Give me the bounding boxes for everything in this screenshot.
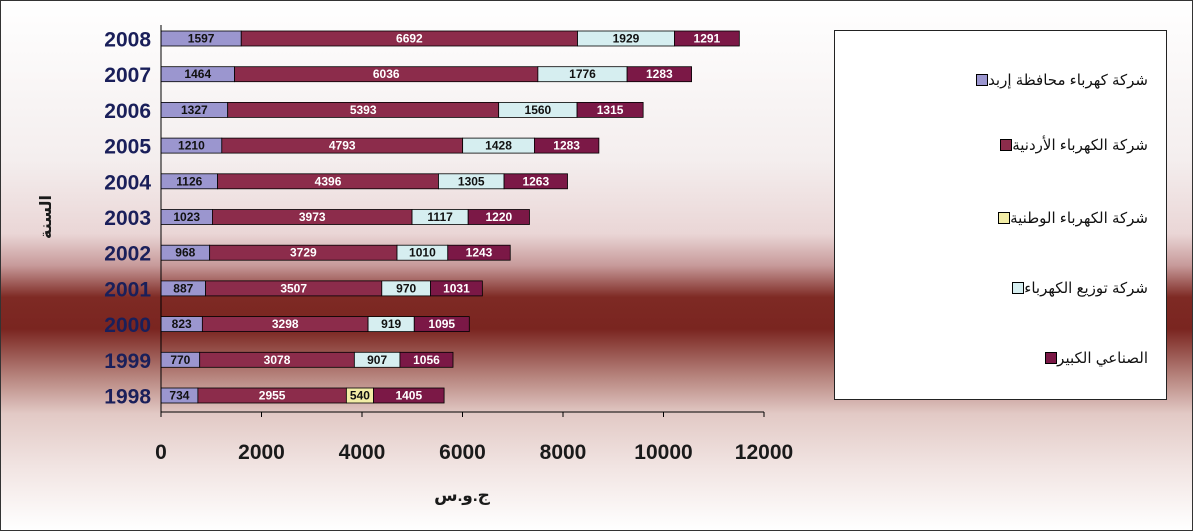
data-label: 970 bbox=[396, 281, 416, 295]
year-label: 1999 bbox=[104, 350, 151, 373]
year-label: 2000 bbox=[104, 314, 151, 337]
legend-swatch bbox=[976, 74, 989, 86]
data-label: 1305 bbox=[458, 174, 485, 188]
legend-label: شركة كهرباء محافظة إربد bbox=[988, 72, 1148, 89]
data-label: 1291 bbox=[694, 32, 721, 46]
data-label: 1210 bbox=[178, 139, 205, 153]
year-label: 2004 bbox=[104, 171, 151, 194]
year-label: 2007 bbox=[104, 64, 151, 87]
data-label: 1929 bbox=[613, 32, 640, 46]
data-label: 1117 bbox=[427, 210, 453, 224]
legend-swatch bbox=[1000, 139, 1013, 151]
bar-segment bbox=[534, 137, 600, 154]
year-label: 2006 bbox=[104, 100, 151, 123]
legend-swatch bbox=[1045, 352, 1058, 364]
data-label: 1283 bbox=[553, 139, 580, 153]
data-label: 3507 bbox=[280, 281, 307, 295]
bar-segment bbox=[674, 30, 740, 47]
data-label: 3973 bbox=[299, 210, 326, 224]
legend-swatch bbox=[998, 212, 1011, 224]
data-label: 1023 bbox=[173, 210, 200, 224]
year-label: 2001 bbox=[104, 278, 151, 301]
y-axis-title: السنة bbox=[38, 195, 55, 239]
x-tick-label: 10000 bbox=[634, 441, 692, 464]
data-label: 823 bbox=[172, 317, 192, 331]
data-label: 734 bbox=[169, 389, 189, 403]
bar-segment bbox=[503, 173, 568, 190]
legend-item: شركة كهرباء محافظة إربد bbox=[971, 71, 1148, 89]
data-label: 3729 bbox=[290, 246, 317, 260]
legend-item: شركة الكهرباء الأردنية bbox=[995, 136, 1148, 154]
data-label: 3078 bbox=[264, 353, 291, 367]
data-label: 1560 bbox=[525, 103, 552, 117]
data-label: 6036 bbox=[373, 67, 400, 81]
x-tick-label: 6000 bbox=[439, 441, 486, 464]
x-axis-title: ج.و.س bbox=[434, 486, 490, 506]
data-label: 1031 bbox=[443, 281, 470, 295]
data-label: 1776 bbox=[569, 67, 596, 81]
data-label: 4793 bbox=[329, 139, 356, 153]
data-label: 1464 bbox=[184, 67, 211, 81]
x-tick-label: 12000 bbox=[735, 441, 793, 464]
data-label: 1405 bbox=[395, 389, 422, 403]
data-label: 1263 bbox=[522, 174, 549, 188]
data-label: 907 bbox=[367, 353, 387, 367]
bar-segment bbox=[447, 244, 511, 261]
legend-label: شركة الكهرباء الوطنية bbox=[1010, 210, 1148, 227]
data-label: 1010 bbox=[409, 246, 436, 260]
year-label: 2008 bbox=[104, 29, 151, 52]
data-label: 968 bbox=[175, 246, 195, 260]
legend-swatch bbox=[1012, 282, 1025, 294]
legend-item: الصناعي الكبير bbox=[1040, 349, 1148, 367]
data-label: 3298 bbox=[272, 317, 299, 331]
data-label: 1220 bbox=[485, 210, 512, 224]
data-label: 887 bbox=[173, 281, 193, 295]
legend-item: شركة توزيع الكهرباء bbox=[1007, 279, 1148, 297]
x-tick-label: 0 bbox=[155, 441, 167, 464]
data-label: 2955 bbox=[259, 389, 286, 403]
bar-segment bbox=[399, 351, 454, 368]
legend-label: شركة توزيع الكهرباء bbox=[1024, 280, 1148, 297]
year-label: 2002 bbox=[104, 243, 151, 266]
bar-segment bbox=[626, 66, 692, 83]
data-label: 1095 bbox=[428, 317, 455, 331]
x-tick-label: 4000 bbox=[339, 441, 386, 464]
bar-segment bbox=[373, 387, 445, 404]
data-label: 540 bbox=[350, 389, 370, 403]
data-label: 1126 bbox=[176, 174, 202, 188]
data-label: 1428 bbox=[485, 139, 512, 153]
data-label: 1597 bbox=[188, 32, 215, 46]
bar-segment bbox=[430, 280, 483, 297]
bar-segment bbox=[576, 102, 644, 118]
year-label: 1998 bbox=[104, 386, 151, 409]
data-label: 1327 bbox=[181, 103, 208, 117]
data-label: 919 bbox=[381, 317, 401, 331]
bar-segment bbox=[467, 209, 530, 225]
data-label: 1056 bbox=[413, 353, 440, 367]
data-label: 5393 bbox=[350, 103, 377, 117]
data-label: 1315 bbox=[597, 103, 624, 117]
data-label: 1243 bbox=[466, 246, 493, 260]
data-label: 4396 bbox=[315, 174, 342, 188]
x-tick-label: 2000 bbox=[238, 441, 285, 464]
year-label: 2005 bbox=[104, 136, 151, 159]
data-label: 1283 bbox=[646, 67, 673, 81]
data-label: 6692 bbox=[396, 32, 423, 46]
legend-item: شركة الكهرباء الوطنية bbox=[993, 209, 1148, 227]
x-tick-label: 8000 bbox=[540, 441, 587, 464]
legend-label: الصناعي الكبير bbox=[1057, 350, 1148, 367]
legend-label: شركة الكهرباء الأردنية bbox=[1012, 137, 1148, 154]
year-label: 2003 bbox=[104, 207, 151, 230]
chart-legend: شركة كهرباء محافظة إربد شركة الكهرباء الأ… bbox=[834, 30, 1167, 400]
data-label: 770 bbox=[170, 353, 190, 367]
bar-segment bbox=[413, 316, 470, 333]
